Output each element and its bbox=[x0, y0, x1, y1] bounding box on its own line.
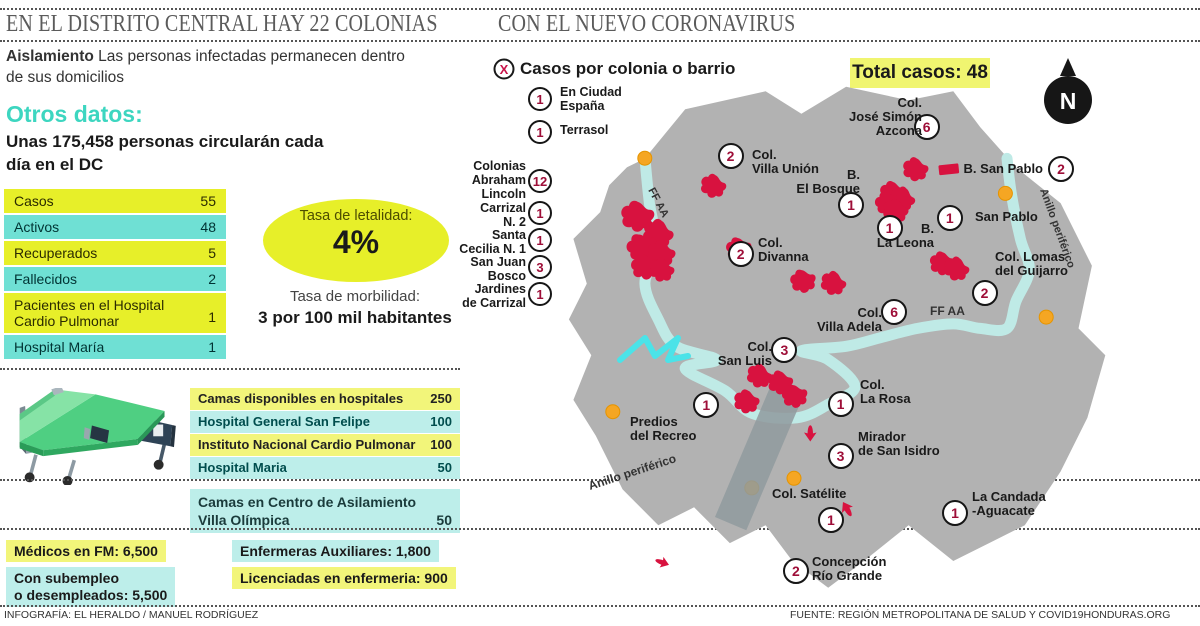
svg-text:FF AA: FF AA bbox=[930, 304, 965, 318]
svg-text:X: X bbox=[500, 62, 509, 77]
